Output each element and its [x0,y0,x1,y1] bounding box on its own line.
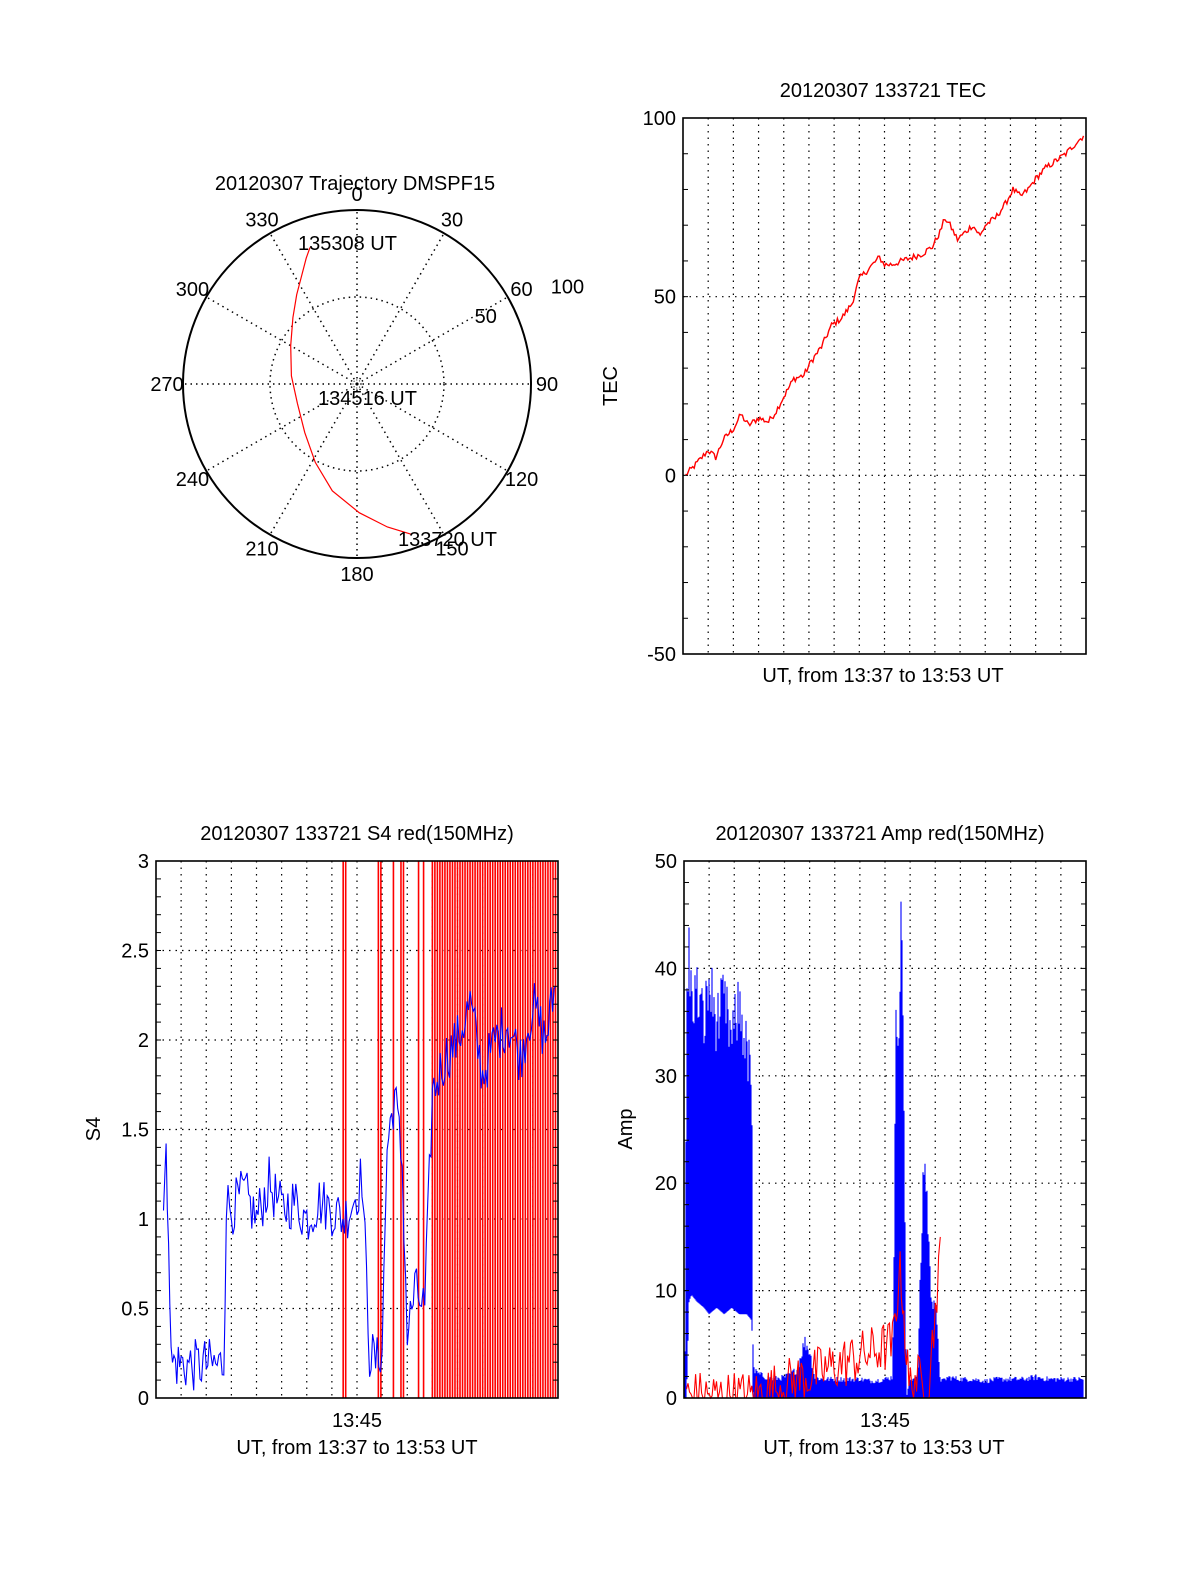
polar-spoke-120 [356,383,509,472]
s4-y-tick-labels: 0 0.5 1 1.5 2 2.5 3 [121,851,149,1410]
y-tick-label: 0 [666,1388,677,1410]
polar-spoke-240 [205,383,358,472]
amp-x-tick-labels: 13:45 [860,1410,910,1432]
polar-angle-label-120: 120 [505,469,538,491]
polar-annotations: 135308 UT 134516 UT 133720 UT [298,233,497,551]
y-tick-label: 10 [655,1281,677,1303]
s4-plot: 20120307 133721 S4 red(150MHz) 0 0.5 1 1.5 2… [83,823,559,1459]
polar-angle-label-30: 30 [441,209,463,231]
polar-angle-label-0: 0 [351,184,362,206]
tec-series [685,135,1085,477]
amp-y-label: Amp [615,1108,637,1149]
y-tick-label: 0.5 [121,1299,149,1321]
series-amp-blue [684,901,1084,1398]
polar-spoke-60 [356,296,509,385]
polar-ring-50 [269,296,445,472]
polar-trajectory-line [290,247,412,535]
y-tick-label: 100 [643,108,676,130]
polar-series [290,247,412,535]
tec-y-tick-labels: -50 0 50 100 [643,108,676,666]
s4-title: 20120307 133721 S4 red(150MHz) [200,823,514,845]
y-tick-label: 30 [655,1066,677,1088]
polar-radial-label-100: 100 [551,276,584,298]
y-tick-label: 50 [654,287,676,309]
y-tick-label: 0 [665,465,676,487]
amp-x-label: UT, from 13:37 to 13:53 UT [763,1437,1004,1459]
y-tick-label: 40 [655,958,677,980]
y-tick-label: 3 [138,851,149,873]
tec-x-label: UT, from 13:37 to 13:53 UT [762,665,1003,687]
polar-trajectory-plot: 20120307 Trajectory DMSPF15 0 30 60 90 120 15… [150,173,584,586]
polar-spoke-330 [269,232,358,385]
x-tick-label: 13:45 [860,1410,910,1432]
polar-outer-ring [182,209,532,559]
s4-x-tick-labels: 13:45 [332,1410,382,1432]
y-tick-label: 0 [138,1388,149,1410]
series-tec [685,135,1085,477]
plot-frame [682,117,1087,655]
polar-radial-label-50: 50 [475,306,497,328]
polar-spoke-300 [205,296,358,385]
series-amp-red [685,1236,941,1400]
polar-time-annotation: 133720 UT [398,529,497,551]
tec-axes [682,117,1087,655]
tec-grid [683,118,1086,654]
polar-angle-label-210: 210 [245,539,278,561]
polar-time-annotation: 135308 UT [298,233,397,255]
amp-plot: 20120307 133721 Amp red(150MHz) 0 10 20 30 4… [615,823,1087,1459]
polar-title: 20120307 Trajectory DMSPF15 [215,173,495,195]
y-tick-label: 2.5 [121,941,149,963]
y-tick-label: 1 [138,1209,149,1231]
y-tick-label: 1.5 [121,1120,149,1142]
amp-series [684,901,1084,1400]
polar-angle-label-270: 270 [150,374,183,396]
amp-axes [683,860,1087,1399]
y-tick-label: -50 [647,644,676,666]
polar-center-mark [352,379,362,389]
tec-title: 20120307 133721 TEC [780,80,986,102]
amp-title: 20120307 133721 Amp red(150MHz) [715,823,1044,845]
s4-series [162,861,557,1398]
polar-angle-label-240: 240 [176,469,209,491]
polar-angle-labels: 0 30 60 90 120 150 180 210 240 270 300 330 [150,184,558,586]
polar-angle-label-180: 180 [340,564,373,586]
y-tick-label: 50 [655,851,677,873]
polar-angle-label-60: 60 [510,279,532,301]
polar-angle-label-90: 90 [536,374,558,396]
polar-spoke-150 [356,383,445,536]
polar-spoke-30 [356,232,445,385]
series-s4-blue [162,983,556,1391]
s4-axes [155,860,559,1399]
y-tick-label: 2 [138,1030,149,1052]
polar-angle-label-330: 330 [245,209,278,231]
polar-time-annotation: 134516 UT [318,388,417,410]
tec-y-label: TEC [600,366,622,406]
polar-radial-labels: 50 100 [475,276,585,328]
plot-frame [683,860,1087,1399]
amp-y-tick-labels: 0 10 20 30 40 50 [655,851,677,1410]
s4-x-label: UT, from 13:37 to 13:53 UT [236,1437,477,1459]
polar-spoke-210 [269,383,358,536]
polar-angle-label-300: 300 [176,279,209,301]
y-tick-label: 20 [655,1173,677,1195]
tec-plot: 20120307 133721 TEC -50 0 50 100 UT, from 1… [600,80,1087,687]
polar-grid [182,209,532,559]
s4-y-label: S4 [83,1117,105,1141]
polar-angle-label-150: 150 [435,539,468,561]
x-tick-label: 13:45 [332,1410,382,1432]
